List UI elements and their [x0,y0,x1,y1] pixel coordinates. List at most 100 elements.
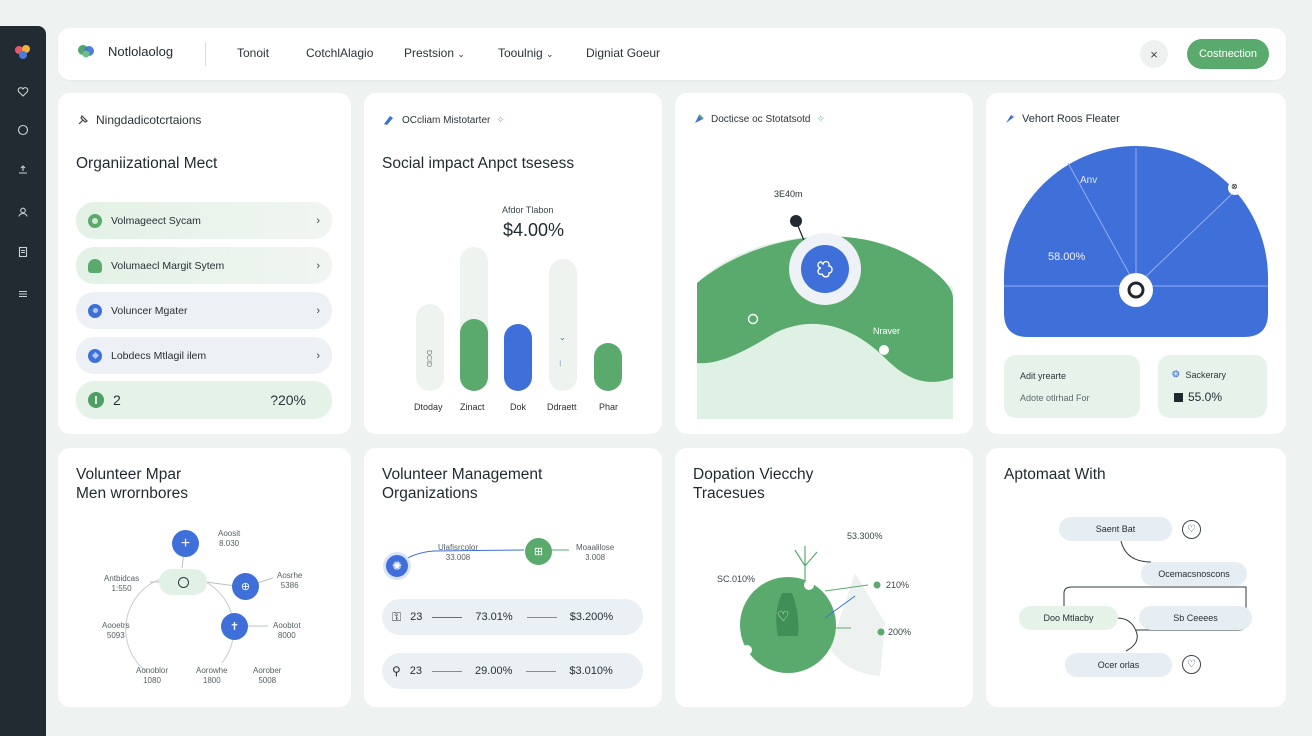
nav-item-3-label: Prestsion [404,46,455,60]
summary-row[interactable]: 2 ?20% [76,381,332,419]
brand-name: Notlolaolog [108,43,174,59]
node-label-value: 1080 [143,676,161,685]
metric-row[interactable]: ⚲ 23 29.00% $3.010% [382,653,643,689]
app-logo-icon[interactable] [14,44,32,60]
flow-node[interactable]: Ocer orlas [1065,653,1172,677]
stat-2-title: Sackerary [1185,369,1227,380]
sparkle-icon: ✧ [496,114,505,126]
team-node-icon[interactable]: ⊞ [525,538,552,565]
user-icon[interactable] [15,204,31,220]
node-label-title: Aosrhe [277,571,303,580]
search-node[interactable] [159,569,207,595]
flow-node[interactable]: Saent Bat [1059,517,1172,541]
bar-3[interactable] [504,324,532,391]
pin-node-icon[interactable]: ✝ [221,613,248,640]
area-tag: Nraver [873,326,901,336]
org-node-icon[interactable]: ✺ [383,552,411,580]
green-line [526,616,557,618]
card-label: OCcliam Mistotarter ✧ [382,113,505,127]
close-button[interactable]: × [1140,40,1168,68]
nav-item-3[interactable]: Prestsion ⌄ [404,46,465,60]
flow-node[interactable]: Doo Mtlacby [1019,606,1118,630]
list-item[interactable]: Volmageect Sycam › [76,202,332,239]
key-icon: ⚿ [392,609,402,624]
connection-button[interactable]: Costnection [1187,39,1269,69]
card-label-text: Ningdadicotcrtaions [96,113,202,127]
bar-1[interactable]: DCID [416,304,444,391]
node-label: Aosrhe 5386 [277,571,302,591]
leaf-pin-icon [695,114,704,123]
bar-2[interactable] [460,319,488,391]
flow-node[interactable]: Ocemacsnoscons [1141,562,1247,586]
volunteer-map-card: Volunteer Mpar Men wrornbores + ⊕ ✝ Aoos… [58,448,351,707]
flow-node[interactable]: Sb Ceeees [1139,606,1252,630]
divider [205,42,206,66]
nav-item-5[interactable]: Digniat Goeur [586,46,661,60]
heart-hand-icon: ♡ [777,608,790,624]
add-node-button[interactable]: + [172,530,199,557]
gauge-top-label: Anv [1080,175,1098,186]
social-impact-card: OCcliam Mistotarter ✧ Social impact Anpc… [364,93,662,434]
brand-logo-icon [78,45,94,58]
summary-percent: ?20% [270,392,306,408]
pin-icon [78,114,89,125]
list-item-label: Voluncer Mgater [111,304,188,317]
center-badge[interactable] [789,233,861,305]
node-label-value: 8000 [277,631,296,640]
node-label-title: Aooetrs [102,621,130,630]
gauge-handle-icon[interactable]: ⊗ [1231,182,1238,191]
bar-label: Dok [510,402,527,412]
nav-item-1[interactable]: Tonoit [237,46,270,60]
list-item-label: Lobdecs Mtlagil ilem [111,349,207,362]
bar-4[interactable]: ⌄ ⁝ [549,259,577,391]
stat-2-value: 55.0% [1188,390,1223,404]
chat-icon[interactable] [15,122,31,138]
menu-icon[interactable] [15,286,31,302]
green-line [432,670,463,672]
card-title: Aptomaat With [1004,466,1106,483]
list-item[interactable]: Volumaecl Margit Sytem › [76,247,332,284]
list-item[interactable]: Lobdecs Mtlagil ilem › [76,337,332,374]
card-label-text: Docticse oc Stotatsotd [711,113,811,125]
bar-label: Phar [599,402,619,412]
chevron-right-icon: › [316,349,320,362]
node-label-title: Moaalilose [576,543,615,552]
list-item[interactable]: Voluncer Mgater › [76,292,332,329]
node-label-title: Aorowhe [196,666,228,675]
node-label-value: 3.008 [585,553,606,562]
heart-icon[interactable]: ♡ [1182,655,1201,674]
stat-card-1[interactable]: Adit yrearte Adote otlrhad For [1004,355,1140,418]
metric-value-b: $3.200% [569,611,614,623]
node-label-title: Aonoblor [136,666,169,675]
brand[interactable]: Notlolaolog [76,43,173,59]
node-label-value: 5386 [280,581,299,590]
nav-item-4[interactable]: Tooulnig ⌄ [498,46,554,60]
blue-badge-icon [88,348,102,363]
chevron-right-icon: › [316,259,320,272]
metric-row[interactable]: ⚿ 23 73.01% $3.200% [382,599,643,635]
list-item-label: Volmageect Sycam [111,214,201,227]
stat-card-2[interactable]: ❂ Sackerary 55.0% [1158,355,1267,418]
node-label-title: Aoobtot [273,621,301,630]
target-node-icon[interactable]: ⊕ [232,573,259,600]
node-label: Aoosit 8.030 [218,529,240,549]
pie-value-3: 210% [886,580,910,590]
green-shield-icon [88,258,102,273]
search-icon [177,576,189,588]
node-label: Ulafisrcolor 33.008 [438,543,478,563]
upload-icon[interactable] [15,162,31,178]
node-label-value: 5093 [106,631,125,640]
heart-icon[interactable]: ♡ [1182,520,1201,539]
document-icon[interactable] [15,244,31,260]
blue-line [432,616,463,618]
node-label-value: 1800 [202,676,221,685]
node-label: Aorowhe 1800 [196,666,228,686]
bar-5[interactable] [594,343,622,391]
nav-item-2[interactable]: CotchlAlagio [306,46,374,60]
area-visual [697,215,953,419]
network-icon [801,245,849,293]
card-title-1: Volunteer Management [382,466,543,483]
heart-icon[interactable] [15,84,31,100]
summary-count: 2 [113,392,121,408]
top-bar: Notlolaolog Tonoit CotchlAlagio Prestsio… [58,28,1286,80]
